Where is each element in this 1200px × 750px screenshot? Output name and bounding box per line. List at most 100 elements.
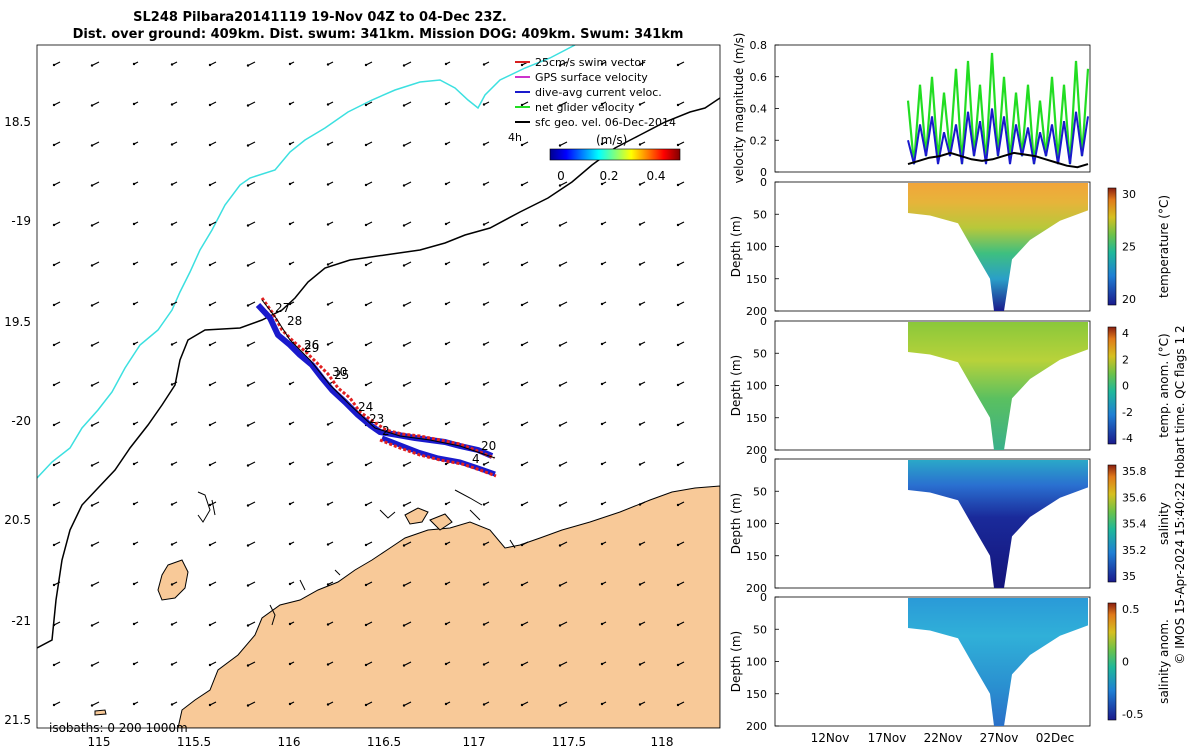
velocity-arrow (520, 461, 529, 467)
velocity-arrow (90, 261, 100, 267)
velocity-arrow (600, 701, 607, 706)
velocity-arrow (90, 581, 100, 587)
velocity-arrow (326, 301, 334, 306)
section-y-tick: 0 (760, 315, 767, 328)
legend-label: GPS surface velocity (535, 71, 648, 84)
velocity-arrow (600, 61, 607, 66)
day-label: 24 (358, 400, 373, 414)
velocity-arrow (326, 221, 334, 226)
velocity-arrow (676, 261, 685, 267)
day-label: 20 (481, 439, 496, 453)
velocity-arrow (600, 141, 607, 146)
velocity-arrow (364, 61, 373, 67)
map-y-axis: 18.5 -19 19.5 -20 20.5 -21 21.5 (4, 115, 31, 727)
velocity-arrow (482, 141, 490, 146)
time-tick: 22Nov (924, 731, 963, 745)
velocity-arrow (132, 61, 139, 66)
colorbar-tick: -4 (1122, 432, 1133, 445)
section-y-tick: 150 (746, 550, 767, 563)
velocity-arrow (520, 661, 529, 667)
velocity-arrow (170, 181, 178, 186)
velocity-arrow (132, 141, 139, 146)
section-data-field (908, 183, 1088, 311)
velocity-arrow (638, 101, 646, 106)
velocity-arrow (364, 621, 373, 627)
velocity-arrow (132, 261, 139, 266)
velocity-arrow (444, 101, 451, 106)
velocity-arrow (676, 541, 685, 547)
barrow-island (157, 559, 189, 601)
velocity-arrow (638, 461, 646, 466)
section-data-field (908, 460, 1088, 588)
velocity-arrow (520, 261, 529, 267)
velocity-arrow (600, 461, 607, 466)
velocity-arrow (90, 701, 100, 707)
day-label: 4 (472, 452, 480, 466)
velocity-arrow (558, 501, 568, 507)
day-label: 26 (304, 338, 319, 352)
velocity-arrow (170, 461, 178, 466)
velocity-arrow (208, 381, 217, 387)
velocity-arrow (208, 701, 217, 707)
section-y-tick: 100 (746, 518, 767, 531)
legend-label: dive-avg current veloc. (535, 86, 662, 99)
map-x-tick: 115 (88, 735, 111, 749)
scale-label: 4h (508, 131, 522, 144)
velocity-arrow (288, 661, 295, 666)
velocity-arrow (638, 381, 646, 386)
velocity-arrow (288, 381, 295, 386)
velocity-arrow (402, 701, 412, 707)
velocity-arrow (246, 701, 256, 707)
velocity-arrow (520, 341, 529, 347)
section-panel: 0 50 100 150 200 Depth (m) 35.8 35.6 35.4 35.2 35 s… (729, 453, 1171, 595)
velocity-arrow (638, 61, 646, 66)
velocity-arrow (170, 301, 178, 306)
section-y-tick: 200 (746, 444, 767, 457)
section-y-tick: 50 (753, 485, 767, 498)
velocity-arrow (364, 461, 373, 467)
velocity-arrow (364, 221, 373, 227)
velocity-arrow (288, 581, 295, 586)
velocity-arrow (402, 461, 412, 467)
velocity-panel: 0 0.2 0.4 0.6 0.8 velocity magnitude (m/s) (732, 33, 1091, 183)
velocity-arrow (326, 101, 334, 106)
velocity-arrow (52, 621, 61, 627)
velocity-arrow (638, 541, 646, 546)
colorbar-tick: 35.4 (1122, 518, 1147, 531)
velocity-arrow (482, 661, 490, 666)
velocity-arrow (558, 141, 568, 147)
velocity-arrow (444, 661, 451, 666)
velocity-arrow (52, 461, 61, 467)
velocity-arrow (444, 61, 451, 66)
glider-track-blue (255, 302, 494, 459)
colorbar-label: temp. anom. (°C) (1157, 333, 1171, 437)
colorbar-tick: 30 (1122, 188, 1136, 201)
velocity-arrow (676, 141, 685, 147)
section-y-tick: 50 (753, 623, 767, 636)
velocity-arrow (364, 701, 373, 707)
velocity-arrow (90, 181, 100, 187)
velocity-arrow (246, 341, 256, 347)
velocity-arrow (208, 581, 217, 587)
black-isobath (37, 97, 720, 649)
velocity-arrow (638, 501, 646, 506)
velocity-arrow (444, 221, 451, 226)
velocity-arrow (90, 221, 100, 227)
velocity-arrow (444, 621, 451, 626)
section-y-tick: 200 (746, 582, 767, 595)
section-data-field (908, 598, 1088, 726)
velocity-arrow (170, 221, 178, 226)
section-panel: 0 50 100 150 200 Depth (m) 30 25 20 temperature (… (729, 176, 1171, 318)
velocity-y-tick: 0.8 (750, 39, 768, 52)
map-y-tick: 18.5 (4, 115, 31, 129)
velocity-arrow (246, 141, 256, 147)
map-colorbar (549, 148, 681, 161)
velocity-arrow (482, 581, 490, 586)
velocity-arrow (132, 581, 139, 586)
velocity-y-tick: 0 (760, 166, 767, 179)
velocity-arrow (482, 341, 490, 346)
velocity-arrow (52, 661, 61, 667)
velocity-arrow (482, 221, 490, 226)
velocity-arrow (638, 581, 646, 586)
